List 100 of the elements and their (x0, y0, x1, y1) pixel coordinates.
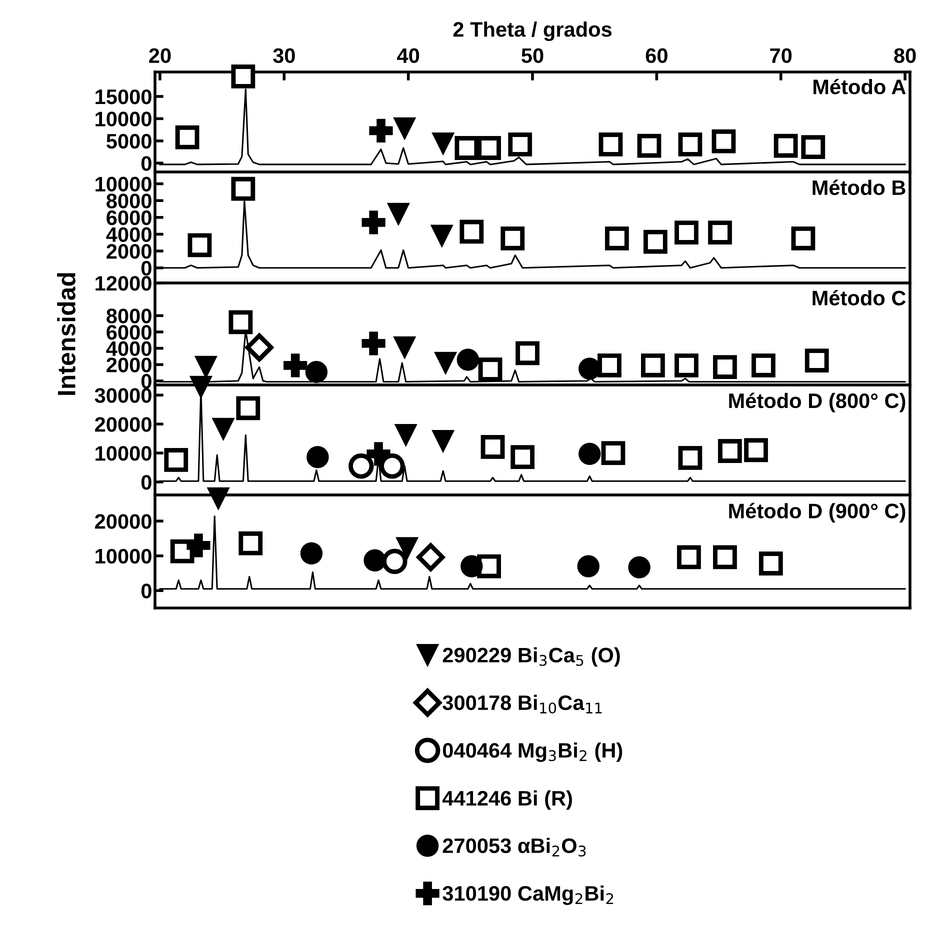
y-tick-label: 10000 (96, 548, 152, 564)
point (394, 424, 417, 446)
point (393, 117, 416, 140)
y-tick-label: 15000 (96, 89, 152, 104)
point (231, 176, 256, 201)
point (604, 226, 629, 250)
point (305, 360, 328, 384)
point (577, 555, 600, 578)
y-tick-label: 10000 (96, 112, 152, 126)
point (678, 132, 702, 156)
y-tick-label: 6000 (106, 210, 152, 226)
point (364, 549, 386, 572)
legend-label: 441246 Bi (R) (442, 790, 572, 810)
point (228, 310, 253, 334)
y-tick-label: 0 (141, 584, 152, 598)
y-tick-label: 12000 (96, 276, 152, 291)
y-tick-label: 20000 (95, 514, 152, 529)
x-tick-label: 40 (397, 48, 420, 64)
point (362, 210, 386, 234)
point (175, 125, 200, 150)
point (284, 354, 308, 378)
point (718, 439, 742, 463)
point (500, 226, 525, 250)
point (190, 376, 212, 398)
point (674, 353, 698, 378)
x-axis-title: 2 Theta / grados (453, 22, 612, 42)
point (432, 132, 454, 155)
point (236, 396, 260, 420)
point (478, 358, 502, 382)
point (578, 442, 601, 466)
point (348, 453, 374, 479)
point (641, 353, 665, 378)
point (207, 487, 230, 510)
point (382, 548, 408, 574)
point (454, 136, 479, 160)
y-tick-label: 6000 (106, 324, 152, 340)
y-tick-label: 20000 (95, 417, 152, 432)
point (186, 534, 210, 558)
point (791, 226, 816, 250)
y-tick-label: 10000 (96, 446, 152, 461)
x-tick-label: 50 (522, 48, 544, 64)
point (460, 220, 484, 244)
y-tick-label: 10000 (96, 176, 152, 192)
point (744, 438, 768, 462)
point (637, 134, 662, 158)
point (713, 355, 737, 379)
point (598, 353, 622, 378)
annotation: Método D (800° C) (729, 392, 906, 412)
annotation: Método A (814, 78, 906, 94)
point (510, 445, 535, 470)
point (480, 435, 505, 459)
point (713, 545, 737, 570)
legend-label: 290229 Bi$_{3}$Ca$_{5}$ (O) (442, 647, 620, 667)
x-tick-label: 20 (149, 48, 171, 64)
y-tick-label: 2000 (106, 358, 152, 372)
y-tick-label: 0 (141, 374, 152, 389)
point (387, 202, 410, 226)
point (628, 556, 650, 578)
point (430, 224, 453, 248)
point (460, 555, 483, 578)
point (456, 348, 480, 371)
point (477, 136, 501, 160)
legend-label: 300178 Bi$_{10}$Ca$_{11}$ (442, 694, 602, 714)
point (516, 341, 540, 366)
point (678, 446, 702, 470)
y-tick-label: 0 (141, 260, 152, 276)
point (366, 442, 390, 466)
point (434, 352, 457, 374)
x-tick-label: 70 (770, 48, 792, 64)
point (245, 333, 274, 362)
point (306, 446, 329, 468)
point (804, 348, 829, 372)
y-tick-label: 5000 (106, 134, 152, 149)
x-tick-label: 30 (273, 48, 295, 64)
y-tick-label: 0 (141, 474, 152, 490)
point (752, 353, 776, 378)
y-tick-label: 8000 (106, 308, 152, 324)
legend-label: 040464 Mg$_{3}$Bi$_{2}$ (H) (442, 742, 622, 762)
point (164, 448, 188, 472)
legend-label: 310190 CaMg$_{2}$Bi$_{2}$ (442, 885, 614, 905)
point (393, 336, 416, 359)
y-tick-label: 30000 (94, 388, 152, 403)
point (188, 233, 212, 258)
point (396, 537, 418, 560)
y-tick-label: 2000 (106, 244, 152, 259)
point (300, 542, 323, 565)
y-tick-label: 4000 (106, 227, 152, 242)
point (432, 430, 454, 452)
y-tick-label: 4000 (106, 341, 152, 356)
point (231, 64, 256, 88)
point (212, 418, 234, 440)
point (508, 132, 532, 156)
point (416, 543, 445, 572)
annotation: Método C (812, 290, 906, 306)
point (774, 134, 798, 158)
y-axis-title: Intensidad (57, 273, 76, 395)
x-tick-label: 80 (894, 48, 916, 64)
point (369, 118, 393, 142)
point (801, 135, 826, 160)
annotation: Método D (900° C) (729, 502, 906, 523)
